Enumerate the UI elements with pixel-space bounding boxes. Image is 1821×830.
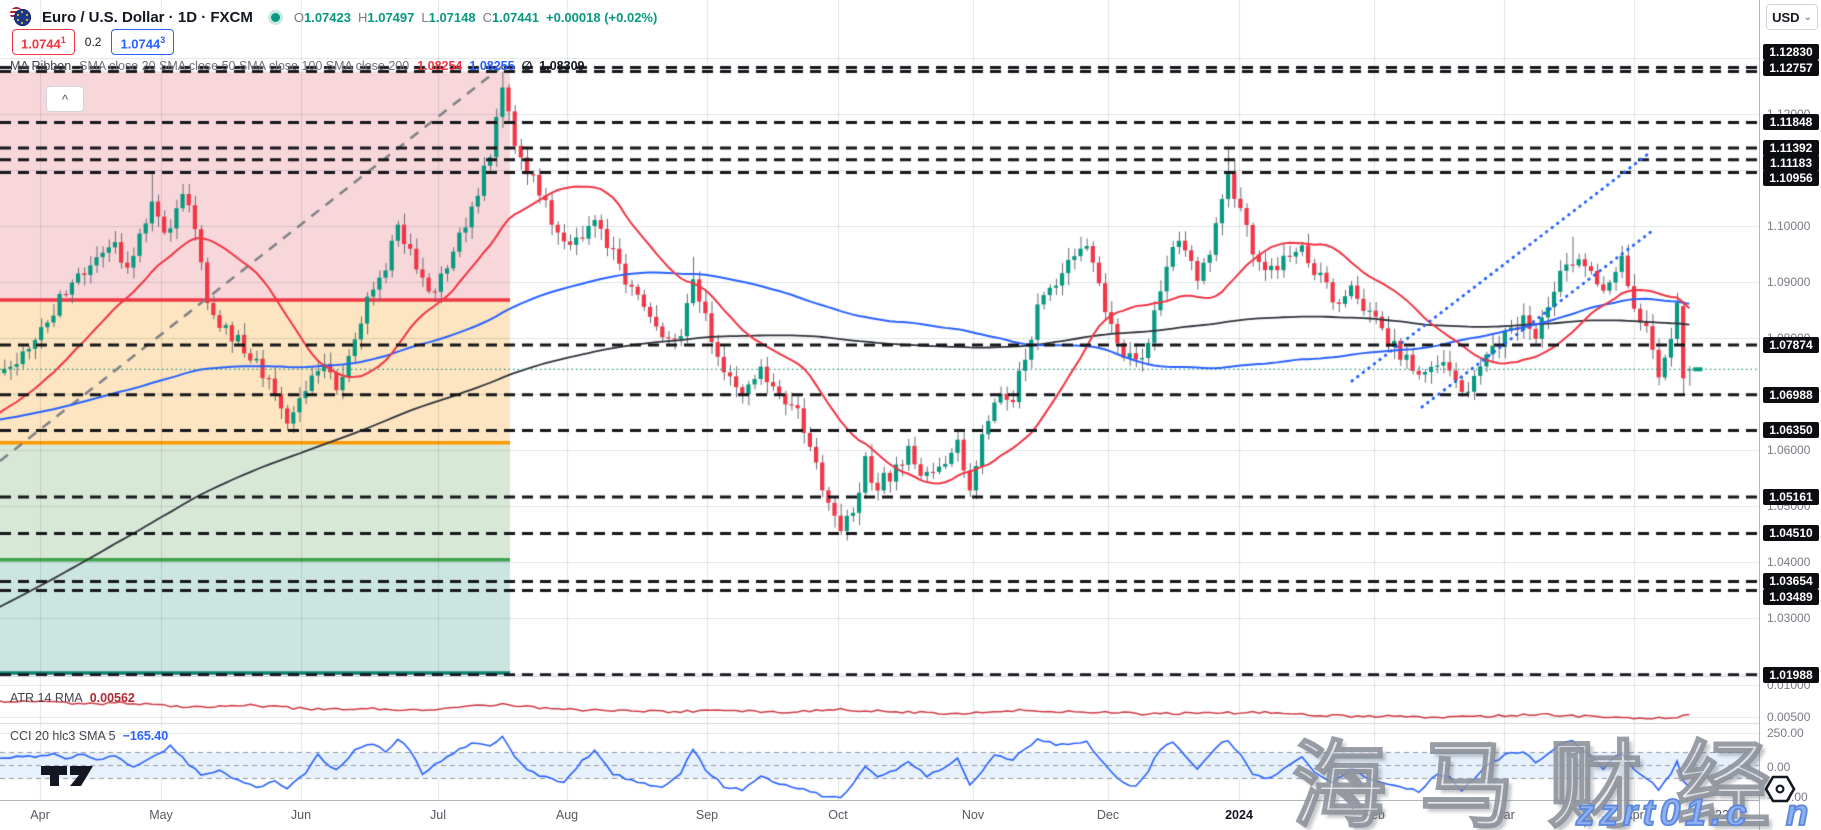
eurusd-pair-icon (10, 7, 34, 27)
atr-legend[interactable]: ATR 14 RMA 0.00562 (10, 691, 135, 705)
time-axis-tick: Sep (695, 808, 719, 822)
price-scale[interactable]: USD ⌄ 1.120001.100001.090001.080001.0600… (1759, 0, 1821, 830)
collapse-indicator-button[interactable]: ^ (46, 86, 84, 112)
price-level-label: 1.01988 (1763, 667, 1819, 683)
time-axis-tick: Feb (1363, 808, 1385, 822)
cci-legend[interactable]: CCI 20 hlc3 SMA 5 −165.40 (10, 729, 168, 743)
price-scale-tick: 1.04000 (1767, 555, 1811, 569)
ma-ribbon-params: SMA close 20 SMA close 50 SMA close 100 … (79, 58, 410, 73)
tradingview-logo[interactable] (40, 765, 130, 787)
close-label: C (482, 9, 492, 25)
time-axis-tick: 22 (1715, 808, 1729, 822)
price-scale-tick: 0.00 (1767, 760, 1791, 774)
ma-ribbon-name: MA Ribbon (10, 58, 72, 73)
time-axis-tick: Apr (1624, 808, 1644, 822)
price-scale-tick: 250.00 (1767, 726, 1804, 740)
price-level-label: 1.11848 (1763, 114, 1819, 130)
chevron-down-icon: ⌄ (1803, 11, 1812, 23)
currency-label: USD (1772, 9, 1800, 25)
spread-value: 0.2 (84, 35, 102, 49)
ma-value: 1.08254 (417, 59, 463, 73)
currency-unit-button[interactable]: USD ⌄ (1766, 4, 1818, 30)
price-level-label: 1.11183 (1763, 155, 1819, 171)
bid-ask-row: 1.07441 0.2 1.07443 (12, 28, 175, 56)
price-level-label: 1.05161 (1763, 489, 1819, 505)
price-scale-tick: 0.00500 (1767, 710, 1811, 724)
atr-name: ATR 14 RMA (10, 691, 83, 705)
price-scale-tick: 1.09000 (1767, 275, 1811, 289)
market-status-dot[interactable] (270, 12, 280, 22)
price-level-label: 1.04510 (1763, 525, 1819, 541)
symbol-title[interactable]: Euro / U.S. Dollar · 1D · FXCM (42, 8, 253, 26)
high-value: 1.07497 (367, 9, 415, 25)
change-value: +0.00018 (+0.02%) (546, 9, 658, 25)
ma-value: 1.08309 (539, 59, 585, 73)
time-axis-tick: Nov (961, 808, 985, 822)
time-axis-tick: Mar (1493, 808, 1515, 822)
time-axis-tick: Oct (828, 808, 848, 822)
price-level-label: 1.06988 (1763, 387, 1819, 403)
time-axis-tick: Apr (30, 808, 50, 822)
ma-value: ∅ (521, 59, 533, 73)
watermark-hexagon-icon (1764, 775, 1796, 803)
time-axis[interactable]: Apr May Jun Jul Aug Sep Oct Nov Dec 2024 Feb Mar Apr… (0, 800, 1759, 830)
price-scale-tick: 1.10000 (1767, 219, 1811, 233)
sell-button[interactable]: 1.07441 (12, 28, 75, 56)
price-level-label: 1.12830 (1763, 44, 1819, 60)
ma-ribbon-legend[interactable]: MA Ribbon SMA close 20 SMA close 50 SMA … (10, 58, 591, 74)
price-level-label: 1.03489 (1763, 589, 1819, 605)
price-level-label: 1.03654 (1763, 573, 1819, 589)
low-label: L (421, 9, 429, 25)
ma-value: 1.08255 (469, 59, 515, 73)
ma-ribbon-values: 1.08254 1.08255 ∅ 1.08309 (417, 58, 591, 73)
cci-name: CCI 20 hlc3 SMA 5 (10, 729, 116, 743)
atr-value: 0.00562 (89, 691, 135, 705)
time-axis-tick: Jun (290, 808, 312, 822)
price-level-label: 1.06350 (1763, 422, 1819, 438)
price-level-label: 1.07874 (1763, 337, 1819, 353)
high-label: H (357, 9, 368, 25)
open-value: 1.07423 (303, 9, 351, 25)
time-axis-tick: May (149, 808, 173, 822)
price-level-label: 1.11392 (1763, 140, 1819, 156)
time-axis-tick: Aug (555, 808, 579, 822)
open-label: O (293, 9, 304, 25)
low-value: 1.07148 (428, 9, 476, 25)
time-axis-tick: 2024 (1225, 808, 1253, 822)
ohlc-readout: O1.07423 H1.07497 L1.07148 C1.07441 +0.0… (294, 10, 657, 25)
price-scale-tick: 1.03000 (1767, 611, 1811, 625)
cci-value: −165.40 (122, 729, 169, 743)
close-value: 1.07441 (492, 9, 539, 25)
price-level-label: 1.12757 (1763, 60, 1819, 76)
symbol-header: Euro / U.S. Dollar · 1D · FXCM O1.07423 … (10, 4, 657, 30)
time-axis-tick: Dec (1096, 808, 1120, 822)
price-level-label: 1.10956 (1763, 170, 1819, 186)
time-axis-tick: Jul (430, 808, 446, 822)
buy-button[interactable]: 1.07443 (111, 28, 175, 56)
price-scale-tick: 1.06000 (1767, 443, 1811, 457)
